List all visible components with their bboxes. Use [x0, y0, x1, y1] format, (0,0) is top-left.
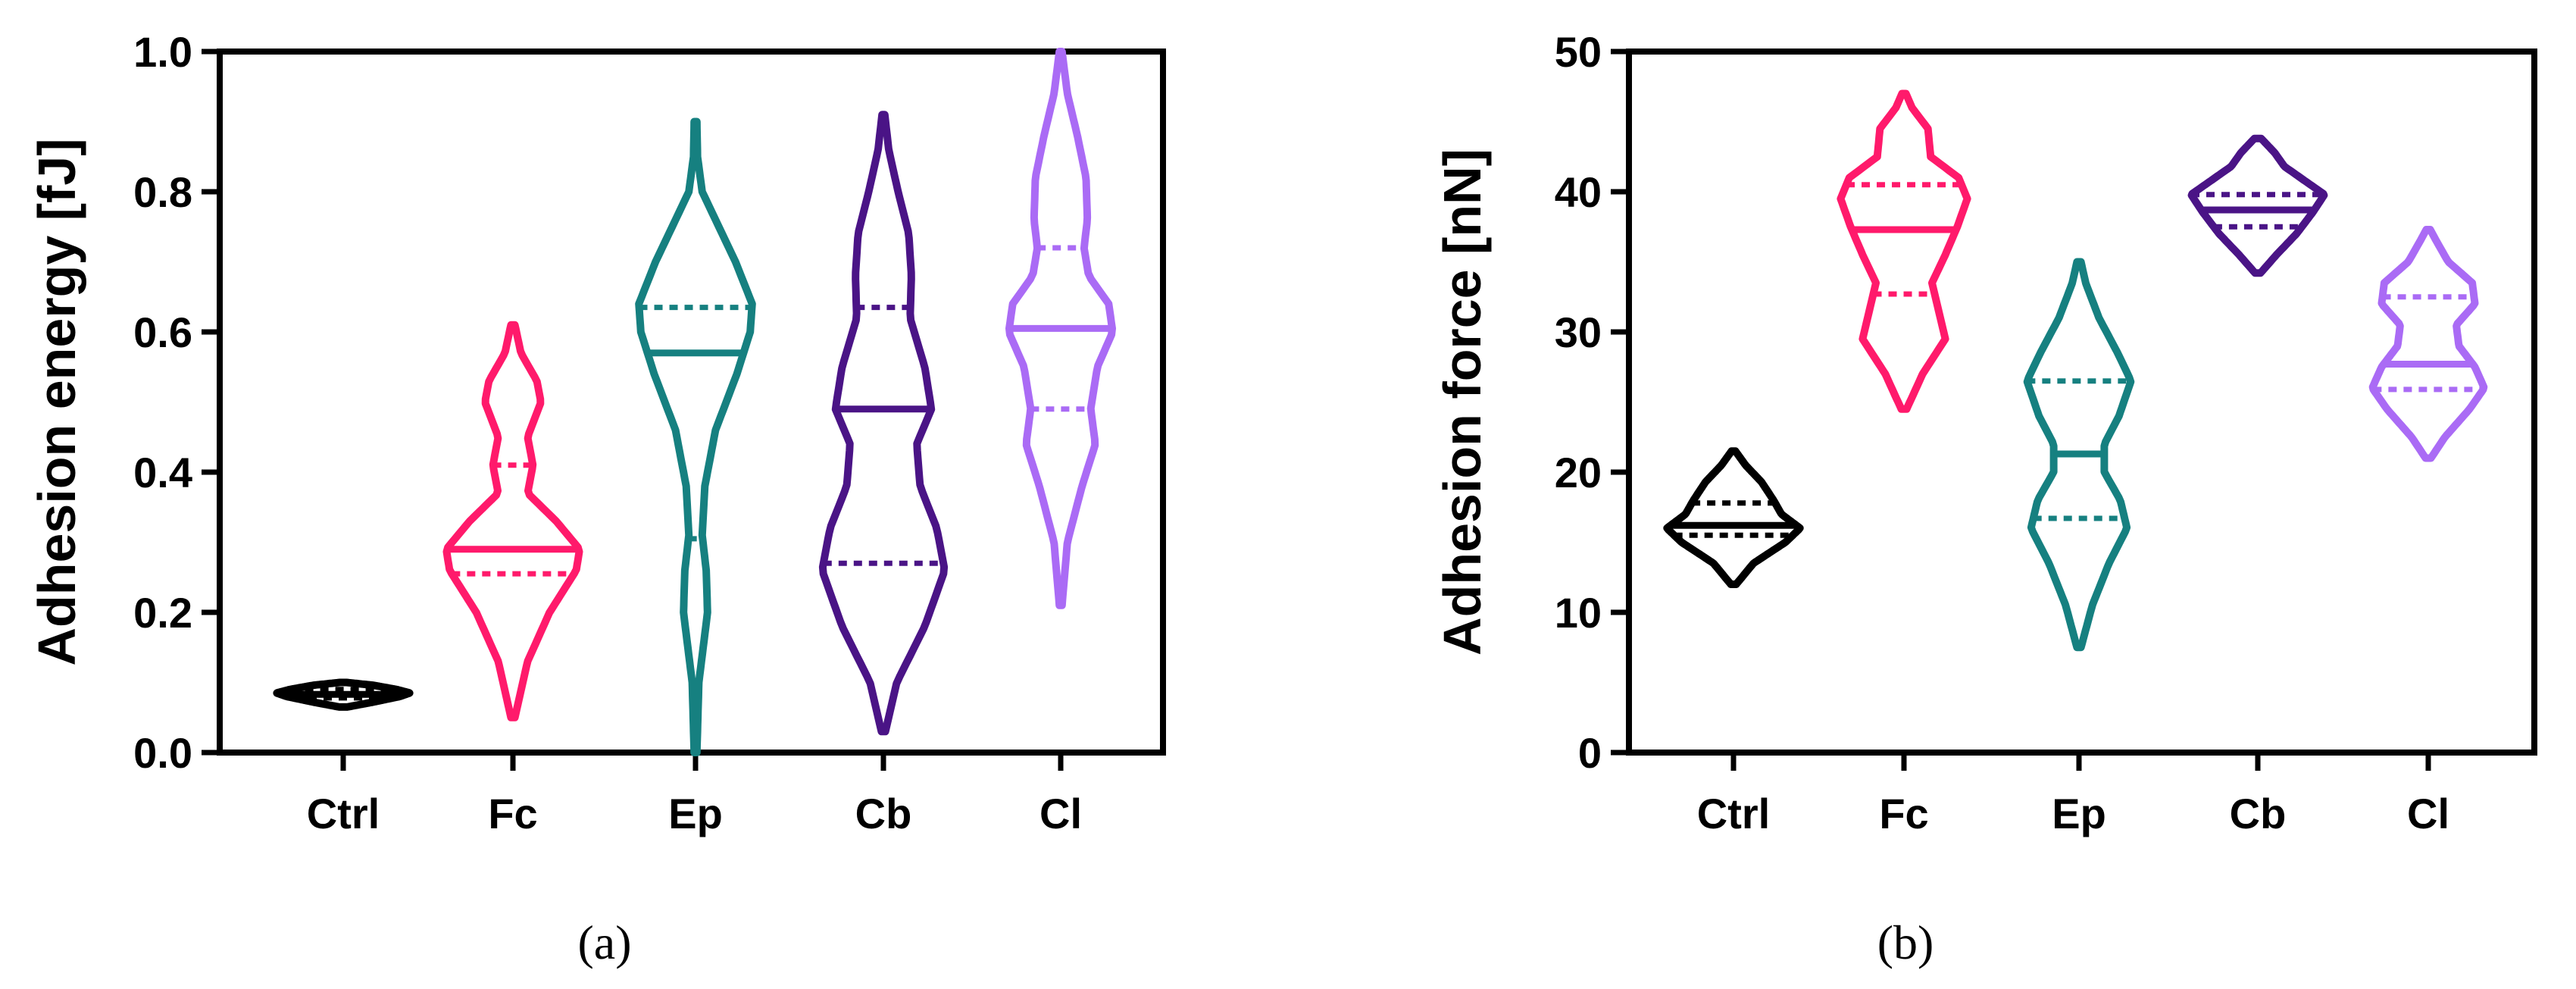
violin-outline — [635, 117, 756, 756]
x-category-label: Fc — [488, 790, 537, 837]
violin-cb — [818, 111, 949, 736]
y-tick-label: 20 — [1555, 449, 1602, 496]
x-category-label: Ctrl — [1697, 790, 1770, 837]
violin-outline — [1663, 447, 1804, 588]
panel-label-b: (b) — [1877, 915, 1934, 969]
violin-outline — [1837, 89, 1971, 413]
violin-ctrl — [273, 678, 414, 711]
y-axis-title: Adhesion force [nN] — [1433, 149, 1492, 656]
y-tick-label: 0 — [1578, 729, 1602, 777]
y-tick-label: 0.0 — [133, 729, 192, 777]
y-tick-label: 40 — [1555, 168, 1602, 216]
violin-cl — [2368, 226, 2488, 462]
violin-outline — [1005, 48, 1116, 609]
y-tick-label: 1.0 — [133, 28, 192, 76]
violin-ep — [635, 117, 756, 756]
violin-cl — [1005, 48, 1116, 609]
y-tick-label: 30 — [1555, 308, 1602, 356]
violin-outline — [2368, 226, 2488, 462]
y-tick-label: 0.8 — [133, 168, 192, 216]
chart-adhesion-force: 0 10 20 30 40 50 Adhesion force [nN] Ctrl Fc Ep Cb… — [1433, 28, 2537, 837]
y-axis-title: Adhesion energy [fJ] — [27, 138, 86, 665]
y-tick-label: 0.4 — [133, 449, 192, 496]
y-tick-label: 10 — [1555, 589, 1602, 637]
violin-ep — [2023, 258, 2135, 652]
x-category-label: Fc — [1879, 790, 1928, 837]
violin-fc — [442, 321, 583, 721]
x-category-label: Ctrl — [307, 790, 380, 837]
y-tick-label: 0.6 — [133, 308, 192, 356]
x-category-label: Cl — [1039, 790, 1082, 837]
y-tick-label: 50 — [1555, 28, 1602, 76]
y-tick-label: 0.2 — [133, 589, 192, 637]
chart-adhesion-energy: 0.0 0.2 0.4 0.6 0.8 1.0 Adhesion energy [fJ] Ct… — [27, 28, 1166, 837]
violin-outline — [818, 111, 949, 736]
violin-outline — [2187, 134, 2328, 277]
x-category-label: Cl — [2407, 790, 2449, 837]
x-category-label: Cb — [855, 790, 912, 837]
panel-label-a: (a) — [577, 915, 631, 969]
violin-cb — [2187, 134, 2328, 277]
violin-ctrl — [1663, 447, 1804, 588]
x-category-label: Ep — [668, 790, 723, 837]
violin-outline — [442, 321, 583, 721]
violin-fc — [1837, 89, 1971, 413]
x-category-label: Cb — [2230, 790, 2287, 837]
x-category-label: Ep — [2052, 790, 2106, 837]
